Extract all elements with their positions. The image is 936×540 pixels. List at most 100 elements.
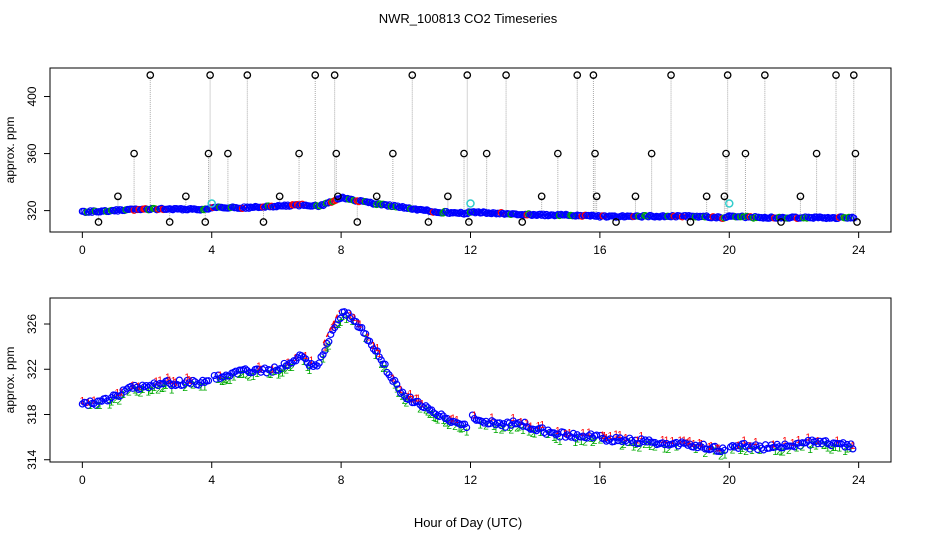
- data-label-2: 2: [590, 438, 596, 449]
- data-label-2: 2: [138, 389, 144, 400]
- data-point: [721, 446, 729, 454]
- x-tick-label: 12: [464, 473, 478, 487]
- x-tick-label: 4: [208, 243, 215, 257]
- data-label-2: 2: [278, 369, 284, 380]
- data-label-2: 2: [648, 442, 654, 453]
- data-label-2: 2: [809, 440, 815, 451]
- data-label-2: 1: [320, 355, 326, 366]
- x-tick-label: 24: [852, 473, 866, 487]
- data-point: [610, 437, 618, 446]
- spike-point: [851, 149, 860, 158]
- data-point: [521, 418, 529, 426]
- x-tick-label: 8: [338, 243, 345, 257]
- data-label-2: 2: [776, 447, 782, 458]
- data-label-2: 1: [578, 437, 584, 448]
- spike-point: [275, 192, 284, 201]
- x-tick-label: 24: [852, 243, 866, 257]
- data-label-2: 2: [621, 440, 627, 451]
- data-point: [301, 355, 310, 363]
- data-label-2: 2: [514, 424, 520, 435]
- data-label-2: 1: [151, 383, 157, 394]
- data-point: [497, 422, 506, 430]
- spike-point: [502, 71, 510, 79]
- data-label-2: 2: [452, 422, 458, 433]
- data-label-2: 2: [800, 443, 806, 454]
- data-point: [383, 368, 391, 377]
- data-label-2: 1: [223, 375, 229, 386]
- data-label-2: 1: [120, 390, 126, 401]
- data-label-2: 1: [250, 372, 256, 383]
- data-label-2: 1: [646, 440, 652, 451]
- data-label-2: 1: [464, 428, 470, 439]
- spike-point: [589, 71, 598, 79]
- data-point: [728, 442, 737, 450]
- data-label-2: 1: [574, 435, 580, 446]
- data-label-2: 2: [221, 377, 227, 388]
- data-point: [317, 353, 325, 361]
- data-point: [481, 208, 489, 216]
- data-label-2: 1: [338, 318, 344, 329]
- data-label-2: 2: [712, 446, 718, 457]
- data-label-2: 1: [198, 383, 204, 394]
- data-point: [234, 370, 242, 378]
- data-point: [468, 411, 477, 419]
- data-point: [245, 204, 253, 212]
- data-label-2: 2: [116, 396, 122, 407]
- data-label-2: 1: [831, 443, 837, 454]
- data-point: [808, 436, 816, 444]
- data-label-2: 1: [307, 366, 313, 377]
- spike-point: [612, 218, 620, 226]
- data-label-2: 2: [652, 442, 658, 453]
- data-point: [261, 203, 269, 211]
- x-axis-label: Hour of Day (UTC): [414, 515, 522, 530]
- data-label-2: 1: [749, 446, 755, 457]
- data-point: [377, 356, 385, 364]
- data-label-2: 1: [520, 426, 526, 437]
- data-point: [315, 359, 323, 367]
- data-label-2: 2: [246, 373, 252, 384]
- peak-segment: [322, 310, 341, 344]
- y-tick-label: 360: [25, 143, 39, 163]
- data-label-2: 2: [460, 424, 466, 435]
- data-label-2: 1: [538, 428, 544, 439]
- data-label-2: 1: [836, 443, 842, 454]
- spike-point: [463, 71, 472, 79]
- data-point: [381, 360, 389, 368]
- data-point: [321, 347, 329, 355]
- data-point: [470, 208, 478, 216]
- data-label-2: 1: [344, 315, 350, 326]
- y-tick-label: 314: [25, 449, 39, 469]
- y-tick-label: 326: [25, 314, 39, 334]
- y-tick-label: 322: [25, 359, 39, 379]
- y-tick-label: 318: [25, 404, 39, 424]
- top-panel-axes: 0 4 8 12 16 20 24 320 360 400: [25, 86, 866, 257]
- data-label-2: 1: [301, 357, 307, 368]
- y-tick-label: 320: [25, 200, 39, 220]
- spike-point: [295, 149, 303, 158]
- spike-point: [849, 71, 858, 79]
- spike-point: [777, 218, 785, 226]
- data-point: [287, 202, 295, 210]
- data-label-2: 2: [417, 405, 423, 416]
- data-point: [138, 381, 147, 389]
- data-label-2: 1: [149, 386, 155, 397]
- data-label-2: 2: [289, 363, 295, 374]
- data-label-2: 2: [508, 425, 514, 436]
- data-label-2: 1: [532, 430, 538, 441]
- data-label-2: 2: [530, 429, 536, 440]
- data-point: [177, 204, 185, 213]
- data-label-2: 1: [477, 421, 483, 432]
- data-label-2: 1: [254, 369, 260, 380]
- data-point: [593, 431, 601, 439]
- data-label-2: 1: [227, 376, 233, 387]
- spike-point: [330, 71, 339, 79]
- spike-point: [465, 218, 473, 226]
- data-point: [86, 207, 95, 215]
- data-label-2: 1: [662, 445, 668, 456]
- top-panel-ylabel: approx. ppm: [3, 117, 17, 184]
- spike-point: [573, 71, 582, 79]
- figure-title: NWR_100813 CO2 Timeseries: [379, 11, 558, 26]
- data-label-2: 1: [266, 370, 272, 381]
- data-point: [131, 381, 139, 390]
